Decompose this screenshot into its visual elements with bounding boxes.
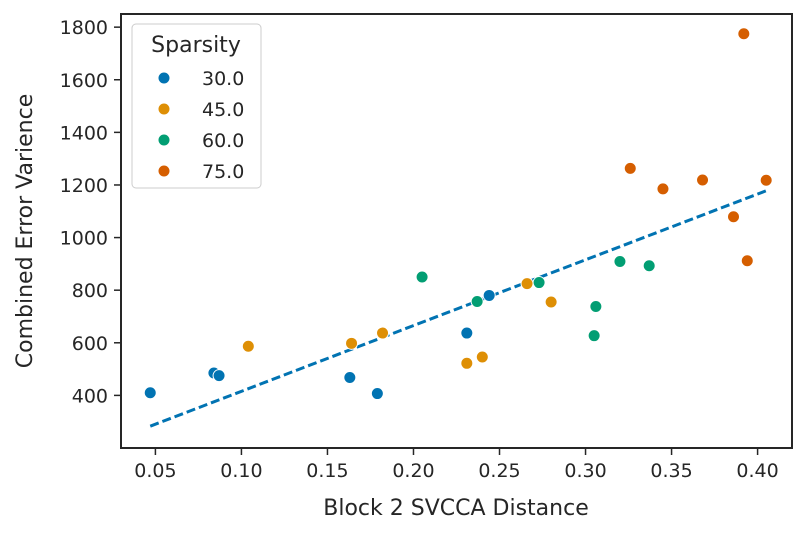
y-tick-label: 1000 [60, 228, 108, 250]
data-point [343, 371, 357, 385]
data-point [376, 326, 390, 340]
legend-marker [157, 164, 171, 178]
data-point [212, 369, 226, 383]
legend-marker [157, 133, 171, 147]
legend-label: 75.0 [202, 161, 244, 183]
y-tick-label: 1400 [60, 122, 108, 144]
data-point [642, 259, 656, 273]
data-point [415, 270, 429, 284]
data-point [759, 173, 773, 187]
data-point [345, 336, 359, 350]
x-tick-label: 0.20 [392, 460, 434, 482]
legend-title: Sparsity [151, 33, 241, 58]
data-point [544, 295, 558, 309]
data-point [613, 255, 627, 269]
x-tick-label: 0.05 [134, 460, 176, 482]
data-point [587, 329, 601, 343]
legend-label: 45.0 [202, 99, 244, 121]
data-point [623, 161, 637, 175]
y-tick-label: 600 [72, 333, 108, 355]
data-point [475, 350, 489, 364]
x-axis: 0.05 0.10 0.15 0.20 0.25 0.30 0.35 0.40 [134, 448, 779, 482]
legend-marker [157, 102, 171, 116]
x-axis-label: Block 2 SVCCA Distance [323, 496, 588, 521]
plot-frame [120, 13, 793, 449]
data-point [370, 387, 384, 401]
x-tick-label: 0.35 [650, 460, 692, 482]
data-point [589, 299, 603, 313]
x-tick-label: 0.10 [220, 460, 262, 482]
y-tick-label: 800 [72, 280, 108, 302]
trendline [149, 189, 767, 428]
legend-items: 30.0 45.0 60.0 75.0 [157, 68, 244, 183]
legend-label: 60.0 [202, 130, 244, 152]
data-point [520, 277, 534, 291]
y-tick-label: 400 [72, 385, 108, 407]
legend-box [131, 23, 262, 189]
y-axis-label: Combined Error Varience [13, 94, 38, 368]
legend-marker [157, 71, 171, 85]
data-point [460, 326, 474, 340]
data-point [656, 182, 670, 196]
y-tick-label: 1200 [60, 175, 108, 197]
data-point [460, 356, 474, 370]
data-point [143, 386, 157, 400]
y-tick-label: 1600 [60, 70, 108, 92]
y-axis: 400 600 800 1000 1200 1400 1600 1800 [60, 17, 121, 407]
data-point [482, 288, 496, 302]
trendline-layer [149, 189, 767, 428]
x-tick-label: 0.25 [478, 460, 520, 482]
data-point [737, 27, 751, 41]
y-tick-label: 1800 [60, 17, 108, 39]
data-point [532, 276, 546, 290]
points-layer [143, 27, 773, 401]
data-point [740, 254, 754, 268]
data-point [241, 339, 255, 353]
legend-label: 30.0 [202, 68, 244, 90]
data-point [470, 294, 484, 308]
data-point [696, 173, 710, 187]
legend: Sparsity 30.0 45.0 60.0 75.0 [131, 23, 262, 189]
x-tick-label: 0.40 [736, 460, 778, 482]
x-tick-label: 0.15 [306, 460, 348, 482]
data-point [727, 210, 741, 224]
x-tick-label: 0.30 [564, 460, 606, 482]
